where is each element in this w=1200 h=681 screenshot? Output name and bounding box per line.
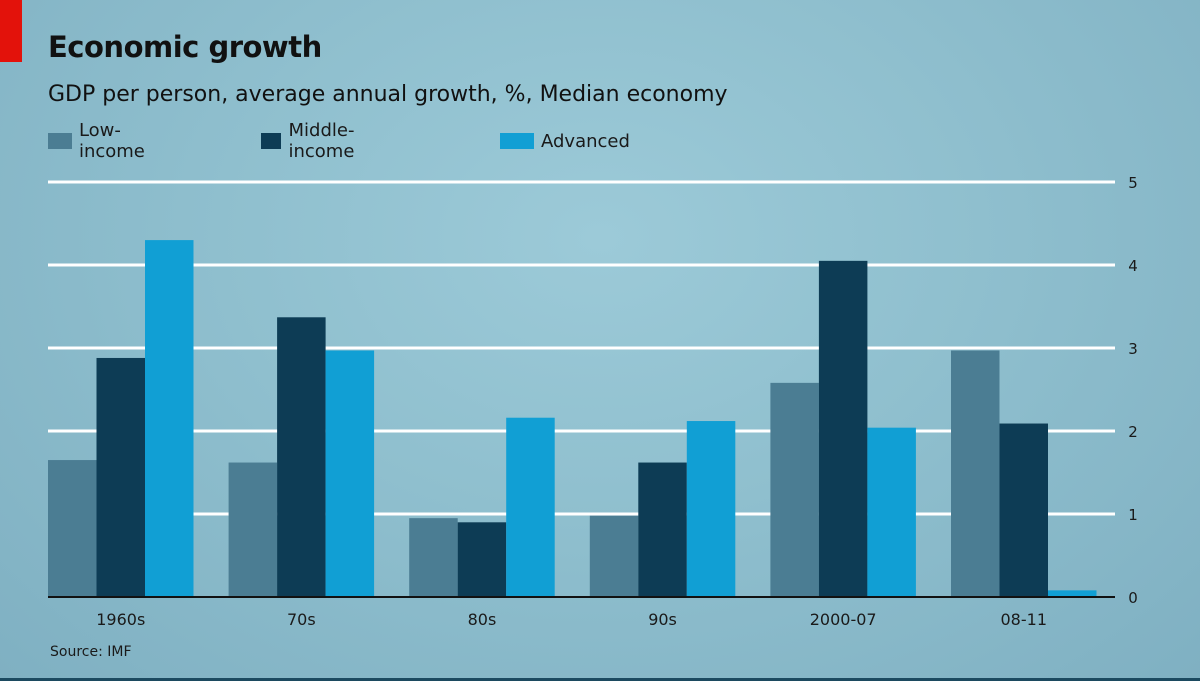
bar-low-income-1960s [48, 460, 97, 597]
x-tick-label-90s: 90s [648, 610, 677, 629]
y-tick-label-4: 4 [1128, 257, 1138, 275]
bar-advanced-08-11 [1048, 590, 1097, 597]
source-note: Source: IMF [50, 644, 132, 660]
bar-advanced-1960s [145, 240, 194, 597]
bar-middle-income-80s [457, 522, 507, 597]
legend-label-middle-income: Middle-income [288, 120, 355, 162]
bar-middle-income-08-11 [999, 423, 1048, 597]
frame-bottom-border [0, 678, 1200, 681]
bar-advanced-90s [686, 421, 736, 597]
bar-low-income-90s [589, 515, 639, 597]
y-tick-label-1: 1 [1128, 506, 1138, 524]
chart-title: Economic growth [48, 30, 322, 64]
bar-middle-income-70s [277, 317, 326, 597]
legend-swatch-middle-income [261, 133, 282, 149]
x-tick-label-08-11: 08-11 [1001, 610, 1048, 629]
bar-middle-income-90s [638, 462, 687, 597]
brand-red-tag [0, 0, 22, 62]
bar-middle-income-1960s [96, 357, 145, 597]
y-tick-label-2: 2 [1128, 423, 1138, 441]
y-tick-label-3: 3 [1128, 340, 1138, 358]
legend-item-middle-income: Middle-income [261, 120, 368, 162]
x-tick-label-70s: 70s [287, 610, 316, 629]
x-tick-label-80s: 80s [468, 610, 497, 629]
chart-subtitle: GDP per person, average annual growth, %… [48, 82, 728, 107]
legend-item-advanced: Advanced [500, 128, 630, 154]
y-tick-label-5: 5 [1128, 174, 1138, 192]
x-tick-label-2000-07: 2000-07 [810, 610, 877, 629]
bar-low-income-70s [228, 462, 278, 597]
legend-label-advanced: Advanced [541, 130, 630, 152]
x-tick-label-1960s: 1960s [96, 610, 145, 629]
legend-swatch-low-income [48, 133, 72, 149]
bar-low-income-80s [409, 518, 458, 597]
bar-low-income-2000-07 [770, 382, 819, 597]
bar-middle-income-2000-07 [818, 260, 868, 597]
bar-advanced-80s [506, 417, 555, 597]
bar-advanced-2000-07 [867, 427, 916, 597]
bar-low-income-08-11 [951, 350, 1000, 597]
legend-swatch-advanced [500, 133, 534, 149]
bar-advanced-70s [325, 350, 375, 597]
legend-label-low-income: Low-income [78, 120, 145, 162]
y-tick-label-0: 0 [1128, 589, 1138, 607]
legend-item-low-income: Low-income [48, 120, 155, 162]
